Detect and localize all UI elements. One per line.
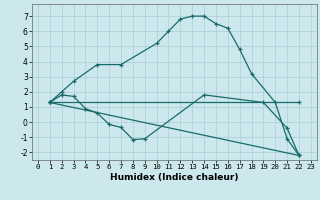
- X-axis label: Humidex (Indice chaleur): Humidex (Indice chaleur): [110, 173, 239, 182]
